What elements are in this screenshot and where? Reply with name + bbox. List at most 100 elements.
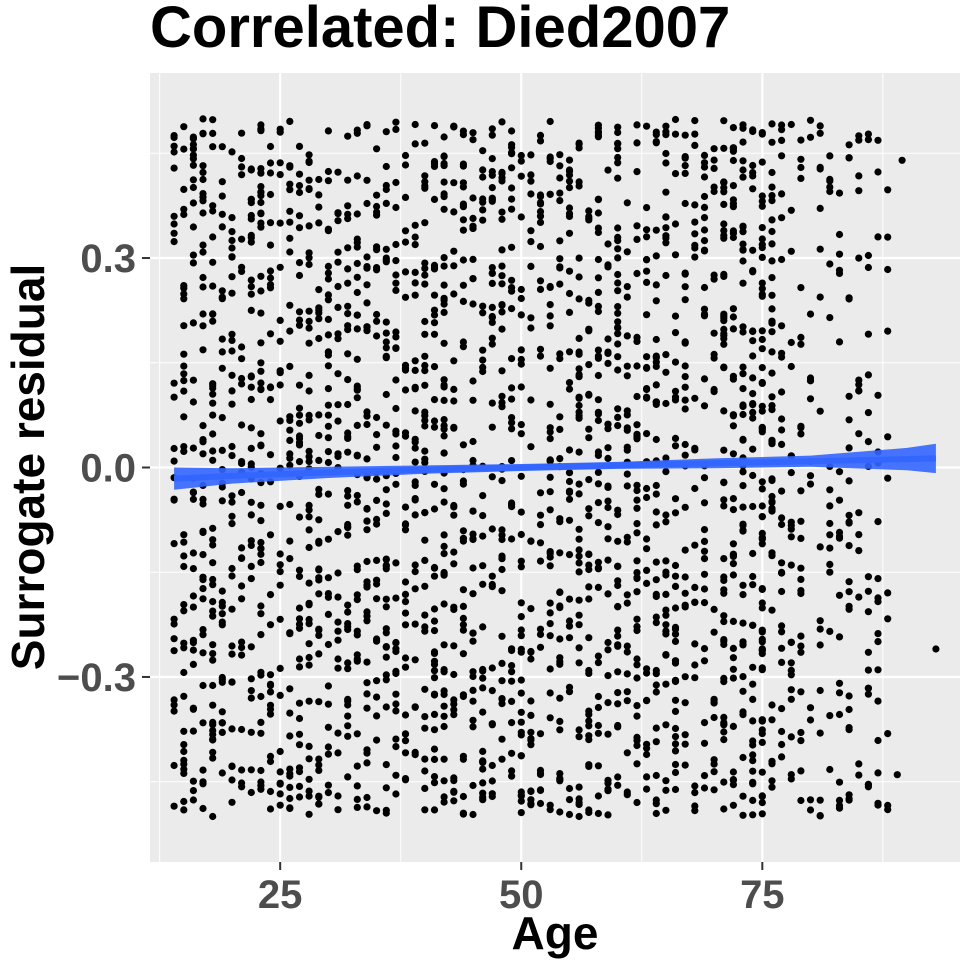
data-point [488, 399, 496, 407]
data-point [295, 604, 304, 612]
data-point [729, 801, 738, 809]
data-point [305, 222, 313, 230]
data-point [517, 708, 525, 716]
data-point [469, 275, 477, 283]
data-point [633, 674, 641, 682]
data-point [749, 717, 757, 725]
data-point [508, 143, 516, 151]
data-point [758, 423, 766, 431]
data-point [508, 767, 516, 775]
data-point [874, 736, 882, 745]
data-point [633, 139, 641, 147]
data-point [594, 416, 603, 425]
data-point [353, 730, 361, 738]
data-point [855, 387, 863, 395]
data-point [228, 725, 236, 733]
data-point [884, 327, 892, 335]
scatter-points [170, 115, 940, 821]
data-point [594, 346, 603, 354]
data-point [691, 230, 699, 238]
data-point [276, 316, 284, 324]
data-point [392, 344, 400, 352]
data-point [421, 806, 429, 814]
data-point [739, 401, 747, 409]
data-point [411, 366, 419, 374]
data-point [517, 355, 525, 364]
data-point [710, 628, 718, 636]
data-point [700, 203, 709, 211]
data-point [739, 138, 747, 146]
data-point [729, 145, 738, 153]
data-point [845, 416, 853, 424]
data-point [315, 755, 323, 763]
data-point [681, 283, 689, 291]
data-point [758, 192, 766, 200]
data-point [749, 502, 757, 511]
data-point [768, 168, 776, 177]
data-point [517, 172, 525, 180]
data-point [257, 165, 265, 173]
data-point [671, 740, 680, 748]
data-point [421, 330, 429, 338]
data-point [286, 207, 294, 215]
data-point [633, 337, 641, 345]
data-point [633, 269, 641, 278]
data-point [344, 210, 352, 218]
data-point [536, 511, 545, 519]
data-point [536, 799, 545, 808]
data-point [778, 622, 786, 630]
data-point [315, 800, 323, 808]
data-point [228, 650, 236, 658]
data-point [440, 498, 448, 506]
data-point [874, 801, 882, 809]
data-point [421, 412, 429, 420]
data-point [662, 627, 670, 635]
data-point [344, 310, 352, 318]
data-point [768, 498, 776, 507]
data-point [440, 133, 448, 141]
data-point [893, 771, 901, 779]
data-point [778, 136, 786, 144]
data-point [295, 212, 304, 220]
data-point [604, 454, 612, 462]
data-point [623, 283, 631, 291]
data-point [209, 607, 217, 615]
data-point [401, 711, 410, 719]
data-point [594, 703, 603, 712]
data-point [787, 362, 795, 371]
data-point [488, 572, 496, 580]
data-point [247, 728, 255, 736]
data-point [546, 506, 554, 514]
data-point [450, 706, 458, 714]
data-point [749, 581, 757, 589]
data-point [662, 777, 670, 785]
data-point [565, 267, 574, 275]
data-point [382, 338, 390, 346]
data-point [315, 485, 323, 493]
data-point [459, 527, 467, 535]
data-point [662, 468, 670, 476]
data-point [295, 170, 304, 178]
data-point [681, 503, 689, 511]
data-point [623, 372, 631, 380]
data-point [295, 458, 304, 466]
data-point [729, 560, 738, 568]
data-point [305, 620, 313, 628]
data-point [806, 310, 815, 318]
data-point [488, 264, 496, 272]
data-point [797, 587, 805, 595]
data-point [720, 502, 728, 510]
data-point [720, 364, 728, 372]
data-point [739, 246, 747, 254]
data-point [266, 621, 275, 629]
data-point [440, 600, 448, 608]
data-point [276, 369, 284, 377]
data-point [382, 245, 390, 253]
data-point [536, 352, 545, 360]
data-point [257, 501, 265, 509]
data-point [430, 396, 439, 404]
data-point [614, 721, 622, 730]
data-point [604, 348, 612, 356]
data-point [816, 617, 824, 625]
data-point [199, 450, 207, 458]
